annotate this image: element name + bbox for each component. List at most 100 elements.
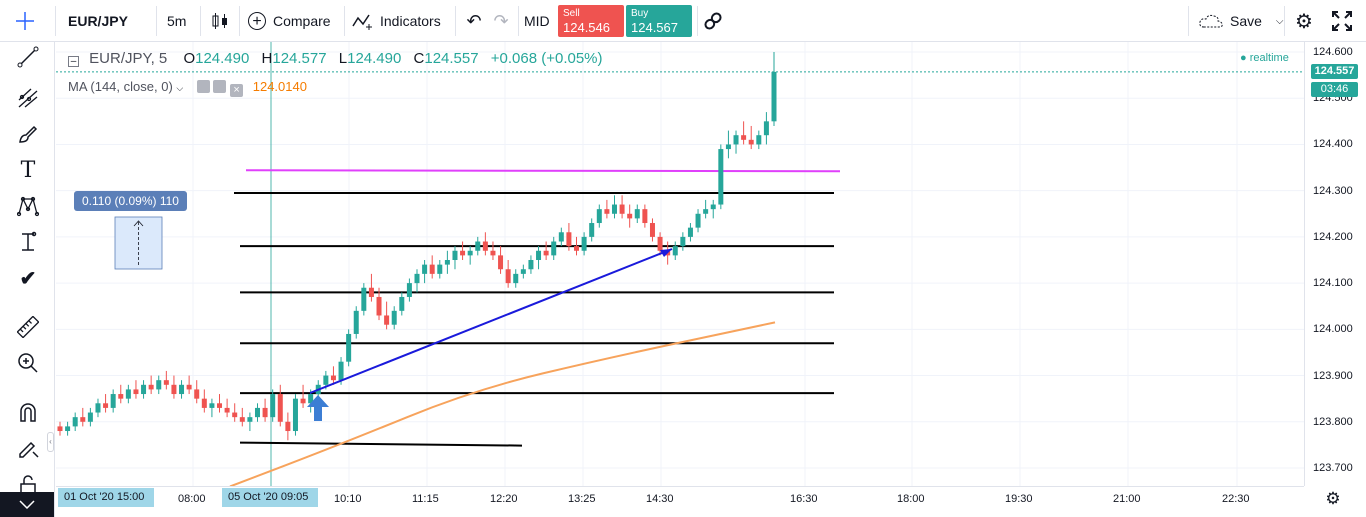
legend-close: 124.557 (424, 50, 479, 67)
candle-body (452, 250, 458, 260)
chevron-down-icon: ⌵ (631, 41, 638, 51)
chevron-down-icon[interactable]: ⌵ (176, 83, 184, 93)
measure-arrow (133, 220, 144, 227)
candle-body (520, 269, 526, 274)
candle-body (254, 407, 260, 418)
indicators-icon (352, 14, 372, 30)
indicators-button[interactable]: Indicators (352, 0, 441, 42)
candle-body (619, 204, 625, 214)
prediction-tool-icon[interactable] (13, 227, 43, 257)
candle-body (574, 246, 580, 251)
drawing-mode-icon[interactable] (13, 433, 43, 463)
symbol-search-button[interactable]: EUR/JPY (68, 13, 128, 29)
pattern-tool-icon[interactable] (13, 191, 43, 221)
candle-body (490, 250, 496, 256)
time-scale-range-cursor: 05 Oct '20 09:05 (222, 488, 318, 507)
legend-high: 124.577 (272, 50, 327, 67)
candle-body (733, 135, 739, 145)
sell-button[interactable]: Sell 124.546 ⌵ (558, 5, 624, 51)
candle-body (247, 417, 253, 422)
pitchfork-tool-icon[interactable] (13, 83, 43, 113)
candle-body (475, 241, 481, 251)
sidebar-collapse-handle[interactable]: ‹ (47, 432, 54, 452)
candle-body (361, 287, 367, 311)
buy-button[interactable]: Buy 124.567 ⌵ (626, 5, 692, 51)
time-axis-settings-icon[interactable]: ⚙ (1325, 489, 1341, 508)
undo-icon[interactable]: ↶ (466, 10, 482, 31)
fullscreen-icon[interactable] (1330, 0, 1354, 42)
candle-body (65, 426, 71, 432)
candle-body (672, 246, 678, 256)
time-tick-label: 22:30 (1222, 493, 1250, 505)
checkmark-icon[interactable]: ✔ (19, 267, 37, 290)
candle-body (429, 264, 435, 274)
settings-gear-icon[interactable]: ⚙ (1295, 10, 1313, 33)
ruler-measure-icon[interactable] (13, 312, 43, 342)
candle-body (292, 398, 298, 432)
legend-open: 124.490 (195, 50, 250, 67)
legend-low: 124.490 (347, 50, 402, 67)
redo-icon[interactable]: ↷ (493, 10, 509, 31)
legend-change: +0.068 (+0.05%) (490, 50, 603, 67)
symbol-legend: – EUR/JPY, 5 O124.490 H124.577 L124.490 … (68, 50, 603, 67)
candle-body (528, 260, 534, 270)
price-scale[interactable] (1304, 42, 1366, 486)
collapse-toolbar-button[interactable] (0, 492, 54, 517)
candle-body (551, 241, 557, 256)
time-tick-label: 16:30 (790, 493, 818, 505)
candle-body (171, 384, 177, 395)
candle-body (163, 380, 169, 385)
candle-body (72, 417, 78, 427)
candle-body (581, 236, 587, 251)
moving-average-line (229, 321, 776, 486)
trend-arrowhead (660, 249, 672, 257)
time-tick-label: 08:00 (178, 493, 206, 505)
price-tick-label: 123.900 (1313, 369, 1353, 382)
trend-line-tool-icon[interactable] (13, 42, 43, 72)
mid-price-label: MID (524, 13, 550, 29)
time-tick-label: 13:25 (568, 493, 596, 505)
realtime-label: realtime (1249, 52, 1289, 64)
add-circle-icon: + (248, 12, 266, 30)
text-tool-icon[interactable]: T (20, 157, 36, 183)
candle-body (460, 250, 466, 256)
price-tick-label: 123.800 (1313, 415, 1353, 428)
time-tick-label: 10:10 (334, 493, 362, 505)
candle-style-icon[interactable] (208, 0, 232, 42)
candle-body (725, 144, 731, 150)
close-icon[interactable]: × (230, 84, 244, 97)
interval-button[interactable]: 5m (167, 13, 187, 29)
candle-body (680, 236, 686, 247)
gear-icon[interactable] (213, 80, 227, 93)
candle-body (422, 264, 428, 274)
candle-body (649, 223, 655, 237)
magnet-icon[interactable] (13, 397, 43, 427)
crosshair-cursor-icon[interactable] (10, 0, 40, 42)
measure-label[interactable]: 0.110 (0.09%) 110 (74, 191, 187, 211)
candle-body (604, 209, 610, 214)
candle-body (763, 121, 769, 136)
collapse-legend-icon[interactable]: – (68, 56, 79, 67)
candle-body (194, 389, 200, 399)
time-tick-label: 14:30 (646, 493, 674, 505)
candle-body (368, 287, 374, 297)
compare-button[interactable]: + Compare (248, 0, 331, 42)
candle-body (536, 250, 542, 260)
resistance-line (245, 169, 841, 173)
price-chart[interactable] (56, 42, 1304, 486)
save-button[interactable]: Save ⌵ (1198, 0, 1284, 42)
legend-open-label: O (183, 50, 196, 67)
candle-body (209, 403, 215, 408)
candle-body (703, 209, 709, 214)
buy-label: Buy (631, 8, 649, 19)
indicators-label: Indicators (380, 13, 441, 29)
chevron-down-icon (19, 499, 35, 509)
ma-legend: MA (144, close, 0) ⌵ × 124.0140 (68, 79, 307, 97)
candle-body (771, 71, 777, 122)
eye-icon[interactable] (196, 80, 210, 93)
link-icon[interactable] (701, 0, 725, 42)
candle-body (596, 209, 602, 224)
brush-tool-icon[interactable] (13, 119, 43, 149)
zoom-in-icon[interactable] (13, 348, 43, 378)
candle-countdown-label: 03:46 (1311, 82, 1358, 97)
